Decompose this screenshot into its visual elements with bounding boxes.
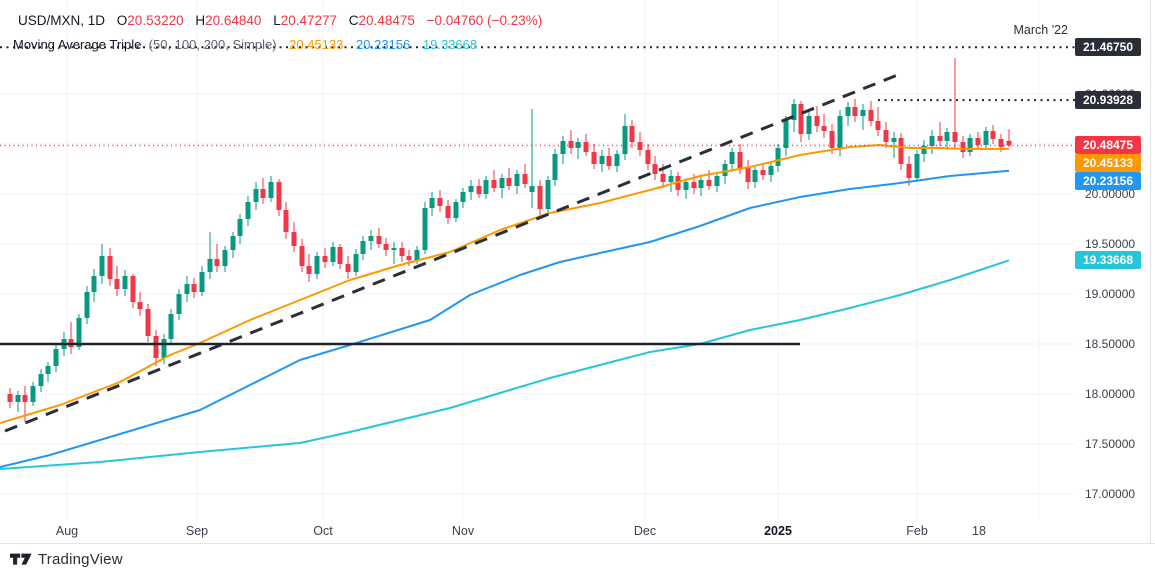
tradingview-attribution-link[interactable]: TradingView <box>10 551 123 568</box>
price-badge: 20.23156 <box>1075 172 1141 190</box>
change-value: −0.04760 (−0.23%) <box>426 13 543 28</box>
time-axis-label: Sep <box>185 524 209 538</box>
pane-bottom-border <box>0 543 1155 544</box>
low-value: 20.47277 <box>280 13 338 28</box>
price-badge: 21.46750 <box>1075 38 1141 56</box>
price-axis-label: 19.00000 <box>1085 287 1136 301</box>
symbol-legend-row[interactable]: USD/MXN, 1D O20.53220 H20.64840 L20.4727… <box>18 13 542 28</box>
close-label: C <box>348 13 359 28</box>
price-axis-label: 18.00000 <box>1085 387 1136 401</box>
time-axis-label: Feb <box>906 524 928 538</box>
candlesticks <box>7 58 1012 422</box>
low-label: L <box>273 13 281 28</box>
price-badge: 20.48475 <box>1075 136 1141 154</box>
indicator-title[interactable]: Moving Average Triple <box>13 37 142 52</box>
sma100-value: 20.23156 <box>356 37 411 52</box>
time-axis-label: Dec <box>633 524 657 538</box>
tradingview-logo-text: TradingView <box>38 551 123 568</box>
price-chart-canvas[interactable] <box>0 0 1155 543</box>
price-axis-label: 19.50000 <box>1085 237 1136 251</box>
price-badge: 20.45133 <box>1075 154 1141 172</box>
symbol-title[interactable]: USD/MXN, 1D <box>18 13 106 28</box>
indicator-params: (50, 100, 200, Simple) <box>148 37 277 52</box>
sma-50-line[interactable] <box>0 144 1010 424</box>
open-value: 20.53220 <box>127 13 184 28</box>
sma-100-line[interactable] <box>0 169 1010 468</box>
widget-right-border <box>1150 0 1151 543</box>
price-badge: 20.93928 <box>1075 91 1141 109</box>
time-axis-label: 2025 <box>764 524 792 538</box>
price-axis-label: 17.50000 <box>1085 437 1136 451</box>
time-axis-label: Oct <box>313 524 333 538</box>
indicator-legend-row[interactable]: Moving Average Triple (50, 100, 200, Sim… <box>13 37 477 52</box>
high-value: 20.64840 <box>205 13 262 28</box>
trendline-drawing[interactable] <box>4 72 901 433</box>
open-label: O <box>116 13 128 28</box>
price-axis-label: 20.00000 <box>1085 187 1136 201</box>
price-badge: 19.33668 <box>1075 251 1141 269</box>
sma50-value: 20.45133 <box>289 37 344 52</box>
price-axis-label: 18.50000 <box>1085 337 1136 351</box>
price-axis-label: 17.00000 <box>1085 487 1136 501</box>
sma200-value: 19.33668 <box>422 37 478 52</box>
time-axis-label: Nov <box>451 524 475 538</box>
tradingview-logo-icon <box>10 553 32 565</box>
time-axis-label: Aug <box>55 524 79 538</box>
grid <box>0 0 1075 520</box>
sma-200-line[interactable] <box>0 259 1010 470</box>
close-value: 20.48475 <box>358 13 415 28</box>
time-axis-label: 18 <box>972 524 986 538</box>
high-label: H <box>195 13 206 28</box>
trendline-date-label: March '22 <box>1013 23 1069 37</box>
